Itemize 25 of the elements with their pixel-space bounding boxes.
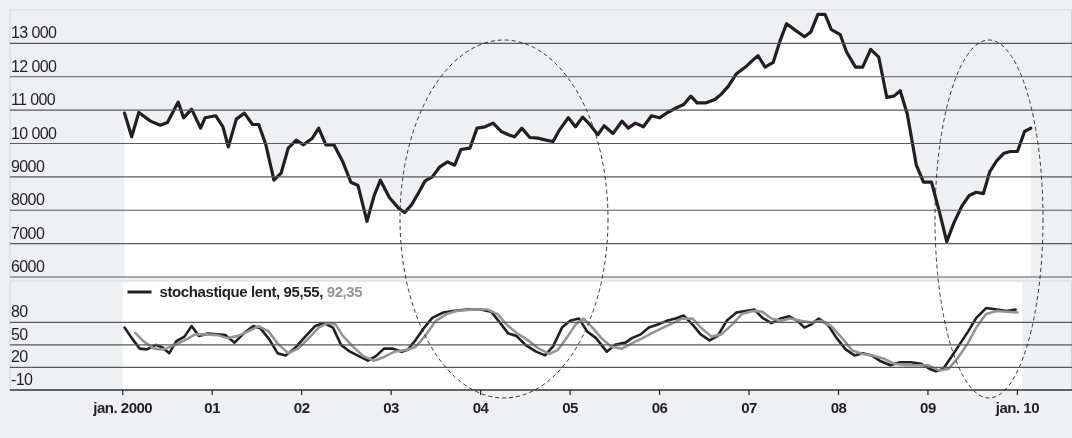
x-tick-label: 01: [204, 399, 221, 416]
x-tick-label: 09: [920, 399, 936, 416]
x-tick-label: 08: [830, 399, 847, 416]
x-tick-label: jan. 10: [994, 399, 1040, 416]
y-tick-label: 50: [11, 325, 29, 343]
y-tick-label: 10 000: [11, 124, 58, 142]
y-tick-label: 20: [11, 348, 29, 366]
y-tick-label: 12 000: [11, 57, 58, 75]
y-tick-label: 80: [11, 303, 29, 321]
x-tick-label: 05: [562, 399, 579, 416]
x-tick-label: jan. 2000: [92, 399, 153, 416]
x-tick-label: 02: [293, 399, 310, 416]
legend-label: stochastique lent, 95,55,: [159, 283, 324, 300]
y-tick-label: 6000: [11, 258, 45, 275]
y-tick-label: 11 000: [11, 91, 56, 109]
x-tick-label: 06: [651, 399, 668, 416]
y-tick-label: 7000: [11, 224, 45, 242]
series-label: 92,35: [322, 283, 363, 300]
y-tick-label: -10: [11, 371, 34, 388]
x-tick-label: 04: [472, 399, 490, 416]
y-tick-label: 13 000: [11, 24, 58, 42]
x-tick-label: 07: [741, 399, 758, 416]
x-tick-label: 03: [383, 399, 400, 416]
y-tick-label: 9000: [11, 157, 45, 175]
y-tick-label: 8000: [11, 191, 45, 209]
